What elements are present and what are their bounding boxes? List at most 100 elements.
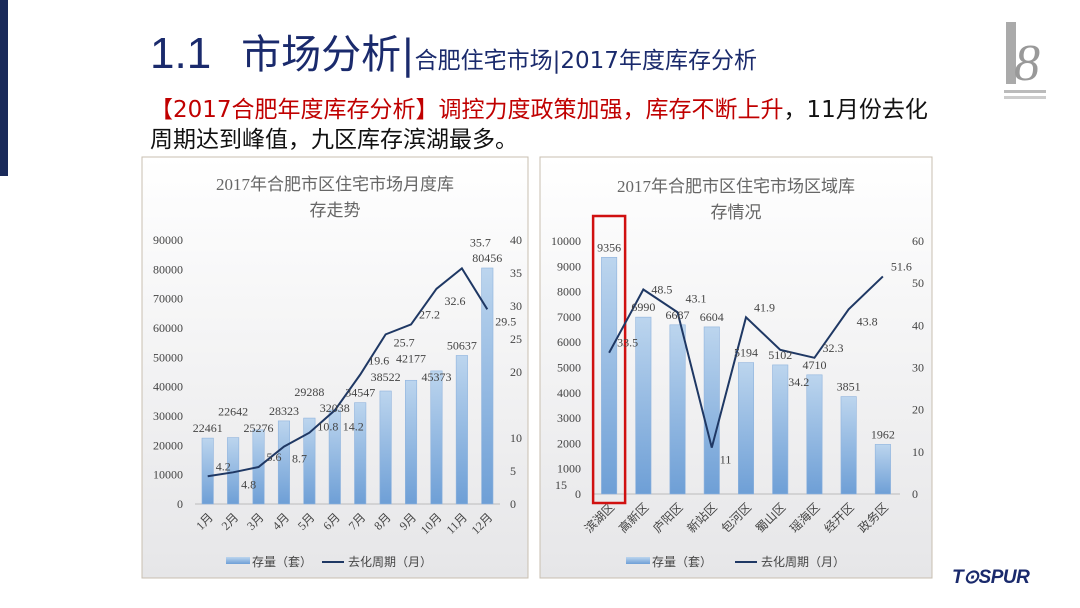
right-tick-label: 0: [510, 497, 516, 511]
line-value-label: 4.8: [241, 477, 256, 491]
bar-value-label: 5102: [768, 348, 792, 362]
right-tick-label: 25: [510, 332, 522, 346]
left-tick-label: 40000: [153, 380, 183, 394]
bar: [703, 326, 720, 495]
bar-value-label: 50637: [447, 338, 477, 352]
bar: [840, 396, 857, 495]
line-value-label: 5.6: [267, 450, 282, 464]
line-series: [207, 266, 489, 478]
bar-value-label: 80456: [472, 251, 502, 265]
line-value-label: 41.9: [754, 300, 775, 314]
line-series: [608, 275, 884, 448]
left-tick-label: 50000: [153, 350, 183, 364]
legend-bar-swatch: [226, 557, 250, 564]
bar: [201, 437, 214, 505]
bar-value-label: 28323: [269, 404, 299, 418]
bar: [455, 355, 468, 505]
left-tick-label: 80000: [153, 262, 183, 276]
right-tick-label: 30: [912, 361, 924, 375]
left-tick-label: 4000: [557, 386, 581, 400]
left-tick-label: 70000: [153, 292, 183, 306]
line-value-label: 14.2: [343, 419, 364, 433]
left-tick-label: 10000: [551, 234, 581, 248]
right-tick-label: 10: [912, 445, 924, 459]
bar-value-label: 1962: [871, 427, 895, 441]
right-tick-label: 20: [510, 365, 522, 379]
chart-title: 2017年合肥市区住宅市场月度库: [216, 175, 454, 194]
right-tick-label: 35: [510, 266, 522, 280]
bar: [874, 444, 891, 495]
right-tick-label: 5: [510, 464, 516, 478]
line-value-label: 10.8: [317, 420, 338, 434]
left-tick-label: 0: [575, 487, 581, 501]
chart-title: 2017年合肥市区住宅市场区域库: [617, 177, 855, 196]
bar-value-label: 3851: [837, 380, 861, 394]
bar-value-label: 42177: [396, 351, 426, 365]
right-tick-label: 60: [912, 234, 924, 248]
bar-value-label: 4710: [802, 358, 826, 372]
bar: [806, 374, 823, 495]
right-tick-label: 20: [912, 403, 924, 417]
bar-value-label: 5194: [734, 346, 758, 360]
left-tick-label: 90000: [153, 233, 183, 247]
line-value-label: 27.2: [419, 307, 440, 321]
line-value-label: 19.6: [368, 354, 389, 368]
line-value-label: 25.7: [394, 335, 415, 349]
svg-text:8: 8: [1014, 35, 1040, 92]
accent-bar: [0, 0, 8, 176]
line-value-label: 29.5: [495, 314, 516, 328]
bar: [669, 324, 686, 495]
line-value-label: 8.7: [292, 452, 307, 466]
legend-bar-label: 存量（套）: [652, 555, 712, 569]
bar-value-label: 22642: [218, 405, 248, 419]
left-tick-label: 1000: [557, 462, 581, 476]
right-tick-label: 10: [510, 431, 522, 445]
right-tick-label: 30: [510, 299, 522, 313]
legend-line-label: 去化周期（月）: [761, 555, 845, 569]
line-value-label: 32.3: [822, 341, 843, 355]
left-tick-label: 2000: [557, 436, 581, 450]
bar-value-label: 29288: [294, 385, 324, 399]
summary-rest: ，11月份去化周期达到峰值，九区库存滨湖最多。: [150, 97, 928, 153]
bar: [772, 364, 789, 495]
line-value-label: 32.6: [444, 294, 465, 308]
right-tick-label: 40: [912, 318, 924, 332]
legend-line-label: 去化周期（月）: [348, 555, 432, 569]
bar-value-label: 6990: [631, 300, 655, 314]
left-tick-label: 5000: [557, 361, 581, 375]
bar-value-label: 6687: [666, 308, 690, 322]
legend-bar-swatch: [626, 557, 650, 564]
bar-value-label: 32038: [320, 401, 350, 415]
bar: [405, 379, 418, 505]
title-main: 市场分析|: [241, 32, 415, 78]
title-sub: 合肥住宅市场|2017年度库存分析: [414, 48, 757, 74]
bar-value-label: 6604: [700, 310, 724, 324]
bar: [481, 267, 494, 505]
line-value-label: 51.6: [891, 259, 912, 273]
page-title: 1.1 市场分析|合肥住宅市场|2017年度库存分析: [150, 22, 757, 80]
section-number: 1.1: [150, 29, 212, 78]
legend-bar-label: 存量（套）: [252, 555, 312, 569]
line-value-label: 34.2: [788, 375, 809, 389]
line-value-label: 35.7: [470, 235, 491, 249]
highlight-box: [591, 214, 627, 505]
left-tick-label: 3000: [557, 411, 581, 425]
bar: [277, 420, 290, 505]
right-tick-label: 50: [912, 276, 924, 290]
bar: [737, 362, 754, 495]
summary-highlight: 【2017合肥年度库存分析】调控力度政策加强，库存不断上升: [150, 97, 784, 123]
bar: [354, 402, 367, 505]
line-value-label: 43.1: [686, 291, 707, 305]
bar-value-label: 25276: [244, 421, 274, 435]
left-tick-label: 9000: [557, 259, 581, 273]
bar: [601, 256, 618, 495]
bar: [635, 316, 652, 495]
right-tick-label: 0: [912, 487, 918, 501]
line-value-label: 48.5: [651, 282, 672, 296]
bar-value-label: 9356: [597, 240, 621, 254]
anniversary-logo: 8: [1004, 22, 1046, 99]
left-tick-label: 8000: [557, 285, 581, 299]
bar-value-label: 38522: [371, 370, 401, 384]
summary-text: 【2017合肥年度库存分析】调控力度政策加强，库存不断上升，11月份去化周期达到…: [150, 95, 950, 155]
